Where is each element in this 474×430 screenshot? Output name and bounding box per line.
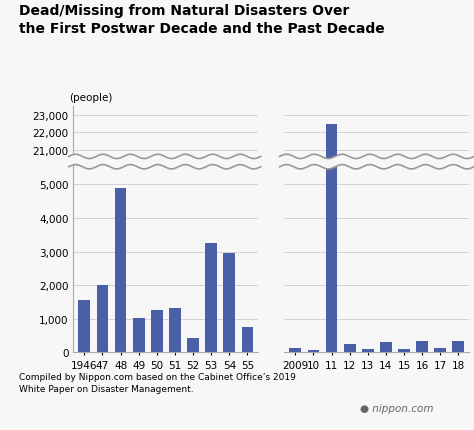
- Text: Compiled by Nippon.com based on the Cabinet Office’s 2019
White Paper on Disaste: Compiled by Nippon.com based on the Cabi…: [19, 372, 296, 393]
- Bar: [434, 348, 446, 353]
- Text: (people): (people): [69, 92, 112, 102]
- Bar: [169, 308, 181, 353]
- Bar: [79, 301, 90, 353]
- Bar: [308, 350, 319, 353]
- Bar: [416, 341, 428, 353]
- Bar: [326, 0, 337, 353]
- Bar: [380, 343, 392, 353]
- Bar: [326, 124, 337, 430]
- Text: ● nippon.com: ● nippon.com: [360, 403, 434, 413]
- Text: Dead/Missing from Natural Disasters Over
the First Postwar Decade and the Past D: Dead/Missing from Natural Disasters Over…: [19, 4, 385, 36]
- Bar: [223, 254, 235, 353]
- Bar: [242, 327, 253, 353]
- Bar: [151, 310, 163, 353]
- Bar: [290, 349, 301, 353]
- Bar: [97, 286, 109, 353]
- Bar: [205, 243, 217, 353]
- Bar: [398, 350, 410, 353]
- Bar: [344, 344, 356, 353]
- Bar: [133, 318, 145, 353]
- Bar: [362, 349, 374, 353]
- Bar: [187, 338, 199, 353]
- Bar: [115, 188, 127, 353]
- Bar: [453, 341, 464, 353]
